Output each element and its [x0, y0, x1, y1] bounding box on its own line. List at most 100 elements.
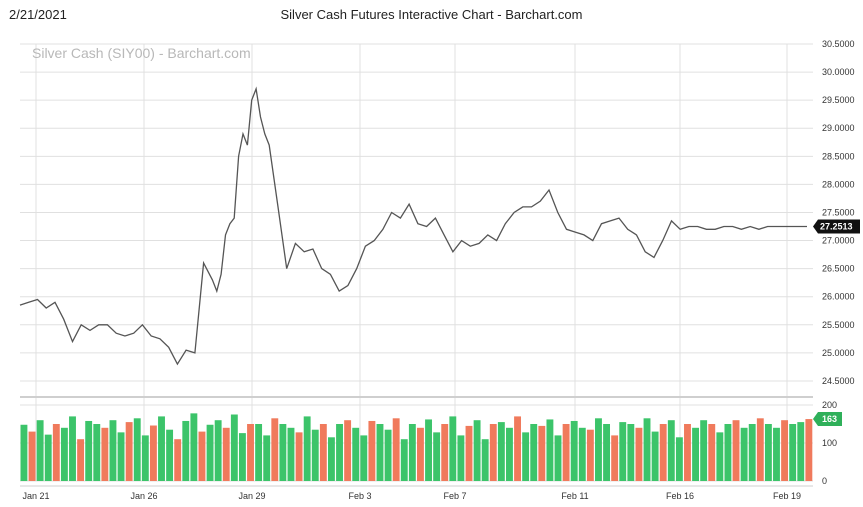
price-tick-label: 26.5000: [822, 264, 855, 274]
volume-bar: [570, 420, 578, 481]
volume-bar: [230, 414, 238, 481]
volume-bar: [417, 427, 424, 481]
volume-bar: [392, 418, 400, 481]
volume-bar: [190, 413, 198, 481]
volume-bar: [773, 427, 780, 481]
last-price-label: 27.2513: [820, 221, 853, 231]
volume-bar: [360, 435, 368, 481]
volume-bar: [60, 427, 68, 481]
volume-bar: [141, 435, 149, 481]
volume-bar: [52, 424, 60, 481]
volume-bar: [77, 439, 85, 481]
last-price-badge: 27.2513: [813, 219, 860, 234]
volume-bar: [578, 427, 586, 481]
price-tick-label: 25.5000: [822, 320, 855, 330]
price-tick-label: 27.0000: [822, 236, 855, 246]
volume-bar: [659, 424, 667, 481]
volume-bar: [85, 420, 93, 481]
x-axis: Jan 21 Jan 26 Jan 29 Feb 3 Feb 7 Feb 11 Feb 16…: [22, 491, 801, 501]
volume-bar: [562, 424, 570, 481]
volume-tick-label: 200: [822, 400, 837, 410]
volume-bar: [586, 429, 594, 481]
volume-bar: [514, 416, 521, 481]
volume-bar: [174, 439, 182, 481]
volume-bar: [214, 420, 222, 481]
volume-bar: [327, 437, 335, 481]
volume-tick-label: 0: [822, 476, 827, 486]
volume-bar: [692, 427, 700, 481]
volume-bar: [206, 424, 214, 481]
chart-grid: [20, 43, 813, 482]
chart-title: Silver Cash Futures Interactive Chart - …: [280, 7, 583, 22]
volume-bar: [319, 424, 327, 481]
x-tick-label: Feb 3: [348, 491, 371, 501]
volume-tick-label: 100: [822, 438, 837, 448]
last-volume-badge: 163: [813, 412, 842, 427]
volume-bar: [627, 424, 635, 481]
volume-bar: [166, 429, 174, 481]
x-tick-label: Jan 21: [22, 491, 49, 501]
volume-bar: [182, 420, 190, 481]
x-tick-label: Jan 26: [130, 491, 157, 501]
price-tick-label: 25.0000: [822, 348, 855, 358]
x-tick-label: Jan 29: [238, 491, 265, 501]
volume-bar: [336, 424, 343, 481]
volume-bar: [238, 433, 246, 481]
volume-bar: [158, 416, 165, 481]
volume-bar: [603, 424, 611, 481]
volume-bar: [724, 424, 732, 481]
volume-bar: [489, 424, 497, 481]
volume-bar: [465, 425, 473, 481]
last-price-badge-shape: [813, 219, 860, 234]
price-tick-label: 30.0000: [822, 67, 855, 77]
volume-bar: [263, 435, 271, 481]
volume-bar: [36, 420, 44, 481]
volume-bar: [376, 424, 384, 481]
volume-bar: [473, 420, 481, 481]
volume-bar: [255, 424, 263, 481]
volume-bar: [93, 424, 101, 481]
price-axis: 30.5000 30.0000 29.5000 29.0000 28.5000 28.00…: [822, 39, 855, 386]
volume-bar: [506, 427, 513, 481]
volume-bar: [20, 424, 28, 481]
volume-bar: [279, 424, 287, 481]
volume-bar: [222, 427, 230, 481]
x-tick-label: Feb 7: [443, 491, 466, 501]
volume-bar: [425, 419, 432, 481]
volume-bar: [635, 427, 643, 481]
volume-bar: [368, 420, 376, 481]
price-tick-label: 24.5000: [822, 376, 855, 386]
volume-bar: [732, 420, 740, 481]
volume-bar: [384, 429, 392, 481]
x-tick-label: Feb 19: [773, 491, 801, 501]
volume-bar: [538, 425, 546, 481]
volume-bar: [44, 434, 52, 481]
volume-bar: [352, 427, 360, 481]
volume-bar: [684, 424, 691, 481]
volume-bar: [619, 422, 627, 481]
volume-bar: [287, 427, 295, 481]
volume-bar: [611, 435, 619, 481]
price-tick-label: 28.5000: [822, 151, 855, 161]
chart-watermark: Silver Cash (SIY00) - Barchart.com: [32, 45, 251, 61]
price-tick-label: 29.5000: [822, 95, 855, 105]
volume-bar: [716, 432, 724, 481]
volume-bar: [247, 424, 254, 481]
volume-bar: [303, 416, 311, 481]
volume-bar: [764, 424, 772, 481]
x-tick-label: Feb 11: [561, 491, 588, 501]
price-tick-label: 27.5000: [822, 207, 855, 217]
last-volume-label: 163: [822, 414, 837, 424]
volume-bar: [781, 420, 789, 481]
volume-bar: [441, 424, 449, 481]
volume-bar: [667, 420, 675, 481]
volume-bar: [457, 435, 465, 481]
last-volume-badge-shape: [813, 412, 842, 427]
volume-bar: [554, 435, 562, 481]
volume-bar: [481, 439, 489, 481]
volume-bar: [651, 431, 659, 481]
volume-bar: [546, 419, 554, 481]
volume-bar: [522, 432, 530, 481]
volume-bar: [643, 418, 651, 481]
